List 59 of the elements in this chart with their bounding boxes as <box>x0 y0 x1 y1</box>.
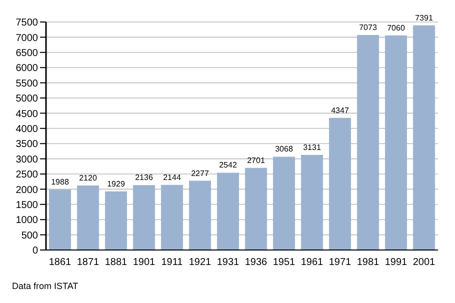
x-tick-label: 1901 <box>132 257 156 268</box>
data-label: 4347 <box>331 106 350 115</box>
y-tick-label: 5000 <box>16 94 38 105</box>
y-tick-label: 2000 <box>16 184 38 196</box>
data-label: 2120 <box>79 174 98 183</box>
y-tick-label: 1000 <box>16 215 38 226</box>
bar <box>161 184 183 250</box>
bar <box>357 34 379 250</box>
y-tick-label: 3000 <box>16 154 38 166</box>
data-label: 2277 <box>191 168 210 178</box>
data-label: 3068 <box>275 144 294 154</box>
bar <box>301 154 323 250</box>
bar <box>273 156 295 250</box>
bar <box>385 35 407 250</box>
bar <box>245 168 267 250</box>
y-tick-label: 0 <box>32 246 38 257</box>
x-tick-label: 1936 <box>244 257 268 268</box>
x-tick-label: 2001 <box>412 257 436 268</box>
y-tick-label: 1500 <box>16 200 38 211</box>
x-tick-label: 1871 <box>76 257 100 268</box>
data-label: 3131 <box>303 142 322 152</box>
x-tick-label: 1971 <box>328 257 352 268</box>
data-label: 2542 <box>219 160 238 170</box>
y-tick-label: 4000 <box>16 124 38 135</box>
bar <box>77 186 99 250</box>
x-tick-label: 1961 <box>300 257 324 268</box>
bar <box>133 185 155 250</box>
x-tick-label: 1921 <box>188 257 212 268</box>
data-label: 7073 <box>359 22 378 32</box>
x-tick-label: 1911 <box>161 257 184 268</box>
x-tick-label: 1981 <box>356 257 380 268</box>
bar <box>49 190 71 250</box>
bar <box>189 180 211 250</box>
y-tick-label: 3500 <box>16 139 38 150</box>
data-label: 1929 <box>107 179 126 188</box>
data-label: 2136 <box>135 173 154 182</box>
x-tick-label: 1861 <box>48 257 72 268</box>
y-tick-label: 6000 <box>16 63 38 74</box>
bar <box>329 118 351 250</box>
data-label: 7060 <box>387 23 406 32</box>
x-tick-label: 1951 <box>272 257 296 268</box>
y-tick-label: 6500 <box>16 48 38 59</box>
data-label: 2701 <box>247 156 266 165</box>
y-tick-label: 4500 <box>16 108 38 120</box>
x-tick-label: 1991 <box>384 257 408 268</box>
bar <box>217 172 239 250</box>
y-tick-label: 7000 <box>16 32 38 44</box>
bar <box>105 191 127 250</box>
text: Data from ISTAT <box>12 281 78 291</box>
x-tick-label: 1881 <box>104 257 128 268</box>
data-label: 7391 <box>415 13 434 22</box>
x-tick-label: 1931 <box>216 257 240 268</box>
y-tick-label: 5500 <box>16 78 38 90</box>
bar <box>413 25 435 250</box>
y-tick-label: 2500 <box>16 170 38 181</box>
y-tick-label: 7500 <box>16 18 38 29</box>
data-label: 2144 <box>163 172 182 182</box>
y-tick-label: 500 <box>21 230 38 242</box>
data-label: 1988 <box>51 178 70 187</box>
